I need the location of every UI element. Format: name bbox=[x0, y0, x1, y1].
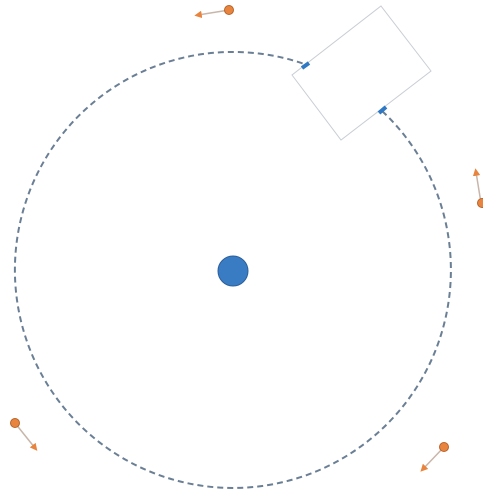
satellite-dot[interactable] bbox=[224, 5, 234, 15]
arrow bbox=[14, 422, 38, 451]
gap-marker bbox=[300, 61, 311, 70]
satellite bbox=[472, 168, 483, 208]
satellite-dot[interactable] bbox=[439, 442, 449, 452]
arrow bbox=[194, 9, 230, 19]
satellite-dot[interactable] bbox=[10, 418, 20, 428]
satellite-dot[interactable] bbox=[477, 198, 483, 208]
dashed-orbit bbox=[13, 50, 452, 489]
gap-marker bbox=[377, 105, 388, 115]
arrow bbox=[472, 168, 482, 204]
satellite bbox=[10, 418, 38, 451]
rectangle-box[interactable] bbox=[291, 5, 432, 141]
arrow bbox=[420, 446, 445, 472]
satellite bbox=[420, 442, 449, 472]
satellite bbox=[194, 5, 234, 19]
center-node[interactable] bbox=[217, 255, 249, 287]
